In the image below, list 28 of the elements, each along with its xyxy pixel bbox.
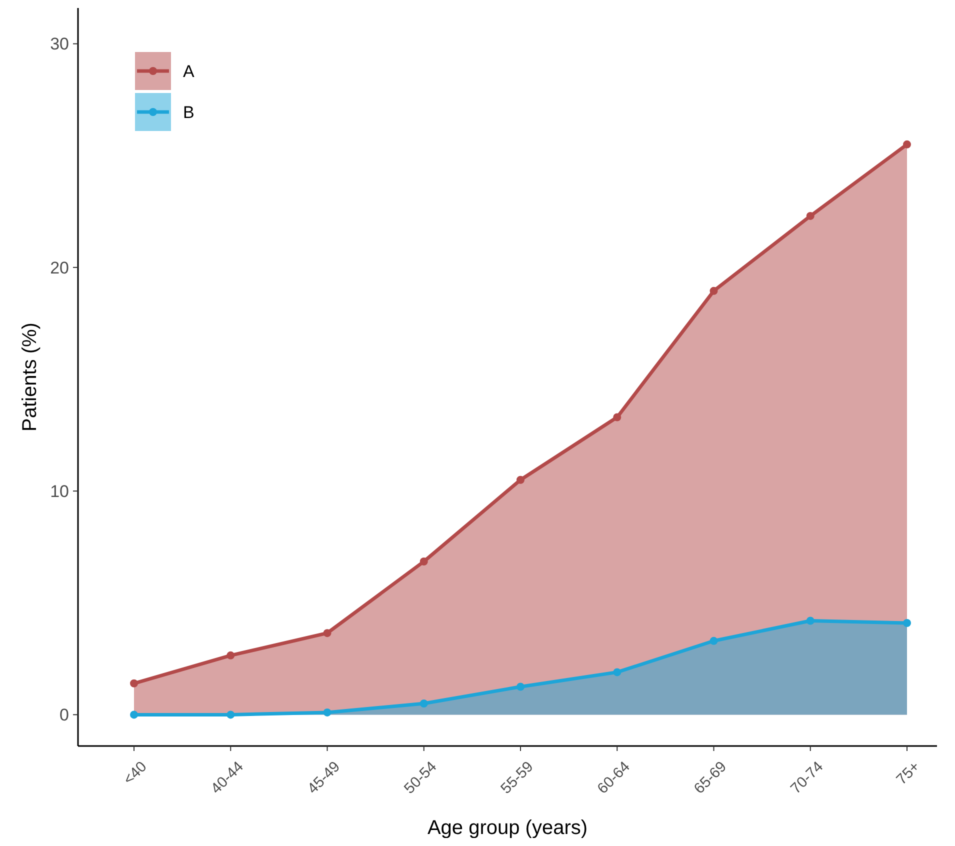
point (130, 710, 138, 719)
legend-label: A (183, 62, 195, 81)
y-tick-label: 30 (50, 34, 69, 54)
x-tick-label: <40 (120, 758, 150, 788)
point (516, 682, 524, 691)
point (903, 140, 911, 148)
y-tick-label: 20 (50, 258, 69, 278)
point (516, 476, 524, 484)
point (130, 679, 138, 688)
point (226, 710, 235, 719)
point (613, 413, 622, 422)
point (903, 619, 911, 627)
point (420, 700, 428, 708)
point (226, 651, 235, 660)
x-axis-title: Age group (years) (427, 817, 588, 839)
x-tick-label: 75+ (893, 758, 924, 788)
y-axis-title: Patients (%) (19, 322, 41, 432)
legend-label: B (183, 102, 194, 122)
point (323, 629, 332, 638)
y-tick-label: 10 (50, 482, 69, 502)
point (806, 212, 814, 220)
point (323, 708, 332, 716)
y-tick-label: 0 (60, 706, 69, 725)
point (710, 636, 718, 645)
point (806, 616, 814, 625)
point (710, 286, 718, 295)
point (420, 558, 428, 566)
point (613, 668, 622, 676)
